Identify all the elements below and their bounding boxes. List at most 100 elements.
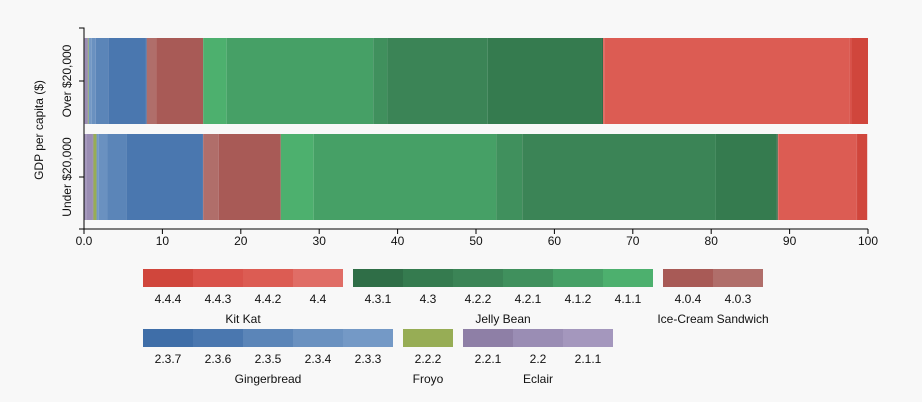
- bar-segment: [387, 38, 488, 124]
- x-tick-label: 40: [391, 234, 405, 248]
- bar-segment: [857, 134, 868, 220]
- bar-segment: [126, 134, 203, 220]
- legend-swatch: [243, 269, 293, 287]
- bar-segment: [373, 38, 388, 124]
- x-tick-label: 70: [626, 234, 640, 248]
- bar-segment: [849, 38, 852, 124]
- legend-swatch: [243, 329, 293, 347]
- bar-segment: [87, 38, 89, 124]
- bar-segment: [145, 38, 147, 124]
- bar-segment: [84, 38, 88, 124]
- bar-segment: [280, 134, 314, 220]
- legend-swatch: [353, 269, 403, 287]
- bar-segment: [107, 134, 127, 220]
- x-tick-label: 100: [858, 234, 878, 248]
- legend-swatch: [293, 269, 343, 287]
- bar-segment: [218, 134, 281, 220]
- legend-swatch: [403, 329, 453, 347]
- legend-label: 4.4.2: [255, 292, 282, 306]
- legend-swatch: [603, 269, 653, 287]
- bar-segment: [86, 134, 93, 220]
- legend-group-label: Ice-Cream Sandwich: [657, 312, 768, 326]
- bar-segment: [203, 38, 227, 124]
- legend-label: 4.2.2: [465, 292, 492, 306]
- y-tick-label: Over $20,000: [60, 44, 74, 117]
- legend-label: 2.2.1: [475, 352, 502, 366]
- legend-label: 2.1.1: [575, 352, 602, 366]
- legend-swatch: [503, 269, 553, 287]
- bar-segment: [856, 134, 858, 220]
- bar-segment: [88, 38, 92, 124]
- legend-group-label: Gingerbread: [235, 372, 302, 386]
- bar-segment: [87, 38, 88, 124]
- legend-swatch: [193, 329, 243, 347]
- x-tick-label: 80: [705, 234, 719, 248]
- bar-segment: [776, 134, 778, 220]
- bar-segment: [601, 38, 604, 124]
- bar-segment: [487, 38, 602, 124]
- bar-segment: [203, 134, 219, 220]
- legend-label: 2.3.5: [255, 352, 282, 366]
- bar-segment: [146, 38, 157, 124]
- legend-group-label: Jelly Bean: [475, 312, 530, 326]
- bar-segment: [93, 134, 97, 220]
- legend-label: 4.4.4: [155, 292, 182, 306]
- legend-swatch: [403, 269, 453, 287]
- legend-swatch: [143, 269, 193, 287]
- y-axis: [79, 27, 85, 230]
- legend-group-label: Froyo: [413, 372, 444, 386]
- x-tick-label: 90: [783, 234, 797, 248]
- legend-swatch: [553, 269, 603, 287]
- legend-group-label: Eclair: [523, 372, 553, 386]
- bar-segment: [108, 38, 146, 124]
- legend-label: 4.4.3: [205, 292, 232, 306]
- legend-swatch: [463, 329, 513, 347]
- legend-swatch: [453, 269, 503, 287]
- legend-swatch: [343, 329, 393, 347]
- bar-segment: [98, 134, 108, 220]
- bar-segment: [777, 134, 779, 220]
- legend-swatch: [563, 329, 613, 347]
- bar-segment: [603, 38, 605, 124]
- bar-segment: [91, 38, 96, 124]
- bar-segment: [226, 38, 374, 124]
- legend-label: 2.2: [530, 352, 547, 366]
- bar-segment: [92, 134, 94, 220]
- bar-segment: [522, 134, 716, 220]
- legend-label: 2.3.6: [205, 352, 232, 366]
- y-axis-label: GDP per capita ($): [32, 80, 46, 180]
- x-tick-label: 30: [313, 234, 327, 248]
- x-tick-label: 10: [156, 234, 170, 248]
- legend-label: 4.4: [310, 292, 327, 306]
- legend-label: 2.3.4: [305, 352, 332, 366]
- x-tick-label: 20: [234, 234, 248, 248]
- bar-segment: [84, 134, 87, 220]
- legend-label: 2.2.2: [415, 352, 442, 366]
- legend-swatch: [143, 329, 193, 347]
- bar-segment: [715, 134, 777, 220]
- legend-label: 4.1.2: [565, 292, 592, 306]
- x-tick-label: 0.0: [76, 234, 93, 248]
- legend-label: 4.3.1: [365, 292, 392, 306]
- legend-group-label: Kit Kat: [225, 312, 261, 326]
- legend-label: 4.3: [420, 292, 437, 306]
- legend-label: 4.0.3: [725, 292, 752, 306]
- y-tick-label: Under $20,000: [60, 137, 74, 217]
- legend-swatch: [513, 329, 563, 347]
- bar-segment: [604, 38, 850, 124]
- bar-segment: [496, 134, 523, 220]
- bar-segment: [95, 38, 109, 124]
- legend-label: 2.3.7: [155, 352, 182, 366]
- bar-segment: [156, 38, 204, 124]
- bar-segment: [778, 134, 857, 220]
- legend-label: 4.2.1: [515, 292, 542, 306]
- legend-swatch: [713, 269, 763, 287]
- legend-label: 4.1.1: [615, 292, 642, 306]
- legend-swatch: [193, 269, 243, 287]
- x-tick-label: 50: [469, 234, 483, 248]
- bar-segment: [851, 38, 868, 124]
- bar-segment: [313, 134, 497, 220]
- legend-label: 2.3.3: [355, 352, 382, 366]
- bar-segment: [96, 134, 99, 220]
